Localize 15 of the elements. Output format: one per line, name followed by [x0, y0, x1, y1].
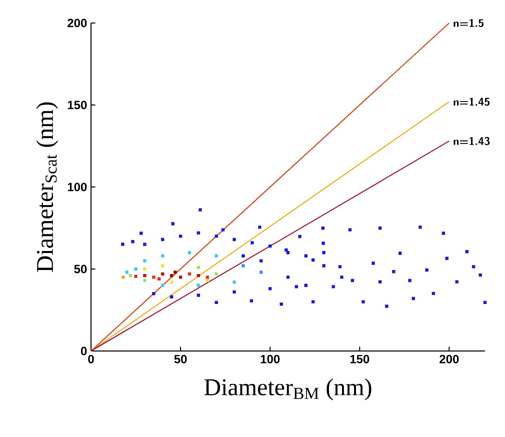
- x-tick-label: 200: [440, 354, 459, 364]
- series-label: n=1.5: [454, 18, 484, 28]
- y-tick-label: 50: [74, 264, 87, 274]
- x-tick-label: 150: [350, 354, 370, 364]
- x-tick-label: 100: [260, 354, 280, 364]
- y-tick-label: 200: [68, 18, 87, 28]
- x-tick-label: 0: [88, 354, 94, 364]
- x-tick-label: 50: [174, 354, 187, 364]
- x-axis-title: Diameter$_{BM}$ (nm): [204, 378, 372, 400]
- y-axis-title: Diameter$_{Scat}$ (nm): [36, 102, 58, 272]
- y-tick-label: 0: [80, 346, 87, 356]
- y-tick-label: 100: [68, 182, 87, 192]
- y-tick-label: 150: [68, 100, 87, 110]
- series-label: n=1.43: [454, 137, 490, 146]
- series-label: n=1.45: [454, 98, 490, 106]
